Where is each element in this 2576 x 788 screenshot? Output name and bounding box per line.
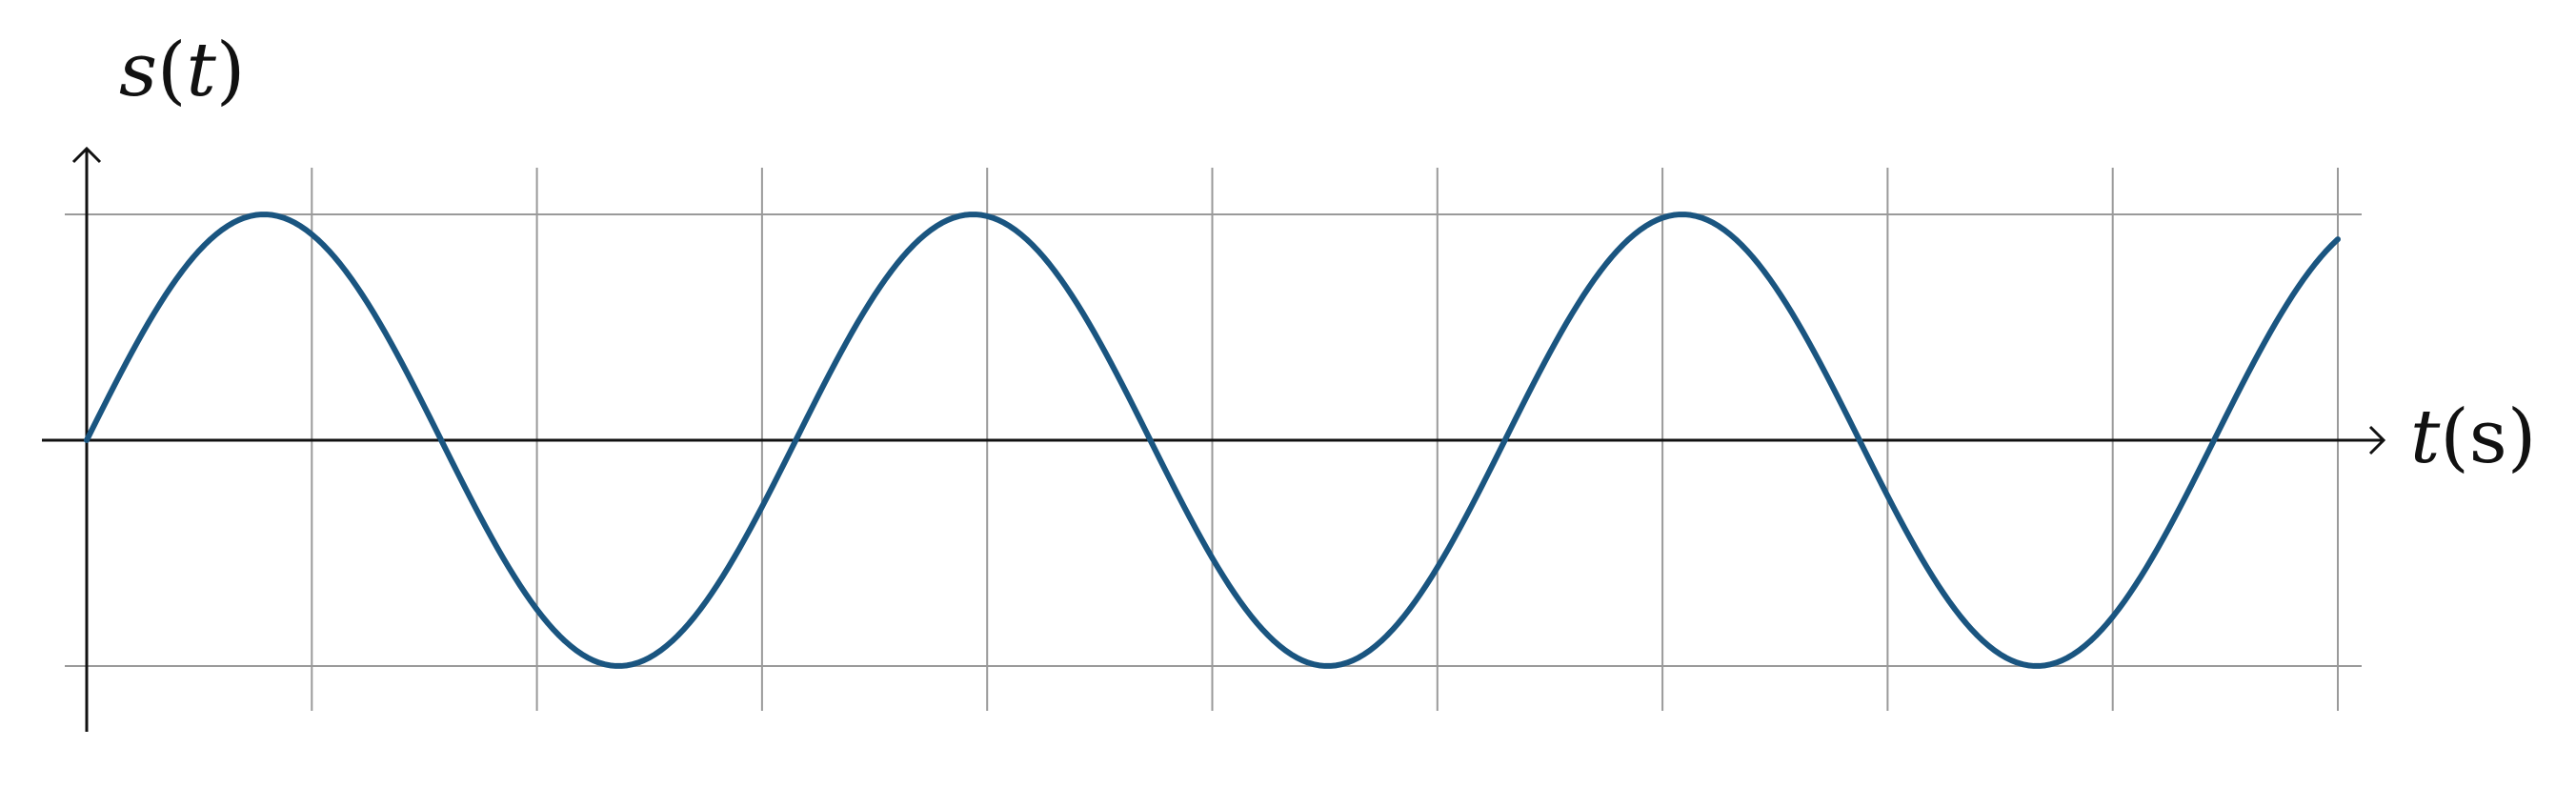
y-axis-arrowhead [71,146,102,164]
y-axis-label-paren-open: ( [157,28,186,113]
x-axis-arrowhead [2368,425,2386,455]
series-line-0 [84,212,2341,669]
x-axis-label: t(s) [2410,394,2536,480]
x-axis-label-paren-close: ) [2507,394,2536,480]
series-group [84,212,2341,669]
x-axis-label-var: t [2410,394,2441,480]
y-axis-label-paren-close: ) [216,28,245,113]
y-axis-label-var: t [186,28,216,113]
x-axis-label-paren-open: ( [2440,394,2468,480]
y-axis-label-fn: s [119,28,157,113]
x-axis-label-unit: s [2469,394,2507,480]
y-axis-label: s(t) [119,28,245,113]
